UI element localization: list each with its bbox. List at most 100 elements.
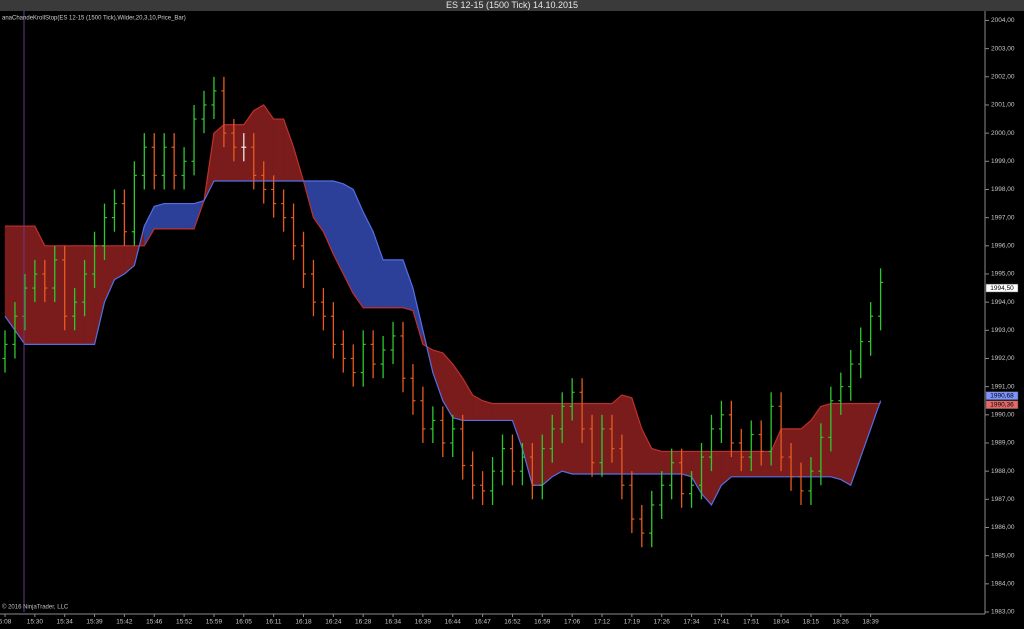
- band-fill: [661, 451, 672, 475]
- band-fill: [790, 428, 802, 478]
- band-fill: [64, 245, 75, 345]
- band-fill: [542, 403, 553, 486]
- y-tick-label: 1999,00: [991, 158, 1015, 165]
- x-tick-label: 15:30: [27, 619, 44, 626]
- band-fill: [154, 203, 165, 230]
- price-marker: [985, 400, 1019, 409]
- y-tick-label: 1994,00: [991, 299, 1015, 306]
- y-tick-label: 2004,00: [991, 17, 1015, 24]
- x-tick-label: 17:12: [594, 619, 611, 626]
- x-tick-label: 17:41: [713, 619, 730, 626]
- band-fill: [14, 225, 26, 346]
- band-line: [5, 104, 881, 453]
- band-line: [4, 180, 882, 507]
- x-tick-label: 15:59: [206, 619, 223, 626]
- band-fill: [731, 451, 742, 478]
- band-fill: [253, 104, 264, 182]
- chart-title: ES 12-15 (1500 Tick) 14.10.2015: [446, 0, 578, 10]
- band-fill: [751, 451, 762, 478]
- band-fill: [651, 448, 662, 475]
- band-fill: [760, 451, 772, 478]
- y-tick-label: 1995,00: [991, 271, 1015, 278]
- x-tick-label: 18:39: [863, 619, 880, 626]
- x-tick-label: 15:46: [146, 619, 163, 626]
- y-tick-label: 2001,00: [991, 102, 1015, 109]
- band-fill: [681, 451, 692, 478]
- band-fill: [591, 403, 603, 475]
- x-tick-label: 16:05: [236, 619, 253, 626]
- band-fill: [163, 203, 175, 230]
- band-fill: [532, 403, 543, 486]
- x-tick-label: 17:34: [683, 619, 700, 626]
- band-fill: [273, 118, 284, 182]
- plot-area: [2, 76, 884, 548]
- y-tick-label: 1989,00: [991, 440, 1015, 447]
- x-tick-label: 16:39: [415, 619, 432, 626]
- band-fill: [840, 403, 851, 486]
- y-tick-label: 1986,00: [991, 524, 1015, 531]
- y-tick-label: 1987,00: [991, 496, 1015, 503]
- band-fill: [84, 245, 95, 345]
- x-tick-label: 16:44: [445, 619, 462, 626]
- x-tick-label: 17:06: [564, 619, 581, 626]
- indicator-label: anaChandeKrollStop(ES 12-15 (1500 Tick),…: [2, 16, 186, 22]
- x-tick-label: 17:19: [624, 619, 641, 626]
- band-fill: [601, 403, 613, 475]
- price-marker: [985, 391, 1019, 400]
- band-fill: [611, 394, 623, 475]
- title-bar: [0, 0, 1024, 11]
- x-tick-label: 17:26: [654, 619, 671, 626]
- band-fill: [173, 203, 185, 230]
- band-fill: [4, 225, 16, 332]
- band-fill: [213, 124, 225, 182]
- x-tick-label: 16:34: [385, 619, 402, 626]
- x-tick-label: 15:34: [57, 619, 74, 626]
- band-fill: [571, 403, 583, 475]
- y-tick-label: 1991,00: [991, 383, 1015, 390]
- y-tick-label: 1983,00: [991, 609, 1015, 616]
- y-tick-label: 1996,00: [991, 243, 1015, 250]
- y-tick-label: 1984,00: [991, 581, 1015, 588]
- x-tick-label: 18:04: [773, 619, 790, 626]
- x-tick-label: 16:52: [504, 619, 521, 626]
- band-fill: [830, 403, 842, 480]
- y-tick-label: 2000,00: [991, 130, 1015, 137]
- x-tick-label: 15:39: [86, 619, 103, 626]
- band-fill: [502, 403, 513, 421]
- y-tick-label: 1988,00: [991, 468, 1015, 475]
- band-fill: [392, 259, 404, 309]
- x-tick-label: 15:52: [176, 619, 193, 626]
- band-fill: [233, 124, 245, 182]
- x-tick-label: 5:08: [0, 619, 12, 626]
- x-tick-label: 16:28: [355, 619, 372, 626]
- x-tick-label: 16:47: [474, 619, 491, 626]
- band-fill: [581, 403, 593, 475]
- y-tick-label: 1992,00: [991, 355, 1015, 362]
- y-tick-label: 1997,00: [991, 214, 1015, 221]
- x-tick-label: 18:26: [833, 619, 850, 626]
- y-tick-label: 1990,00: [991, 412, 1015, 419]
- x-tick-label: 18:15: [803, 619, 820, 626]
- band-fill: [741, 451, 752, 478]
- x-tick-label: 15:42: [116, 619, 133, 626]
- band-fill: [44, 245, 55, 345]
- band-fill: [552, 403, 563, 478]
- price-marker: [985, 283, 1019, 293]
- price-marker-label: 1990,68: [990, 392, 1014, 399]
- band-fill: [183, 203, 195, 230]
- band-fill: [561, 403, 573, 475]
- x-tick-label: 16:11: [266, 619, 282, 626]
- y-tick-label: 1985,00: [991, 552, 1015, 559]
- y-tick-label: 1998,00: [991, 186, 1015, 193]
- band-fill: [621, 394, 633, 475]
- copyright: © 2016 NinjaTrader, LLC: [2, 604, 69, 611]
- x-tick-label: 17:51: [743, 619, 760, 626]
- band-fill: [74, 245, 85, 345]
- x-tick-label: 16:18: [295, 619, 312, 626]
- price-marker-label: 1994,50: [990, 285, 1014, 292]
- band-fill: [492, 403, 503, 421]
- y-tick-label: 1993,00: [991, 327, 1015, 334]
- band-fill: [780, 428, 792, 478]
